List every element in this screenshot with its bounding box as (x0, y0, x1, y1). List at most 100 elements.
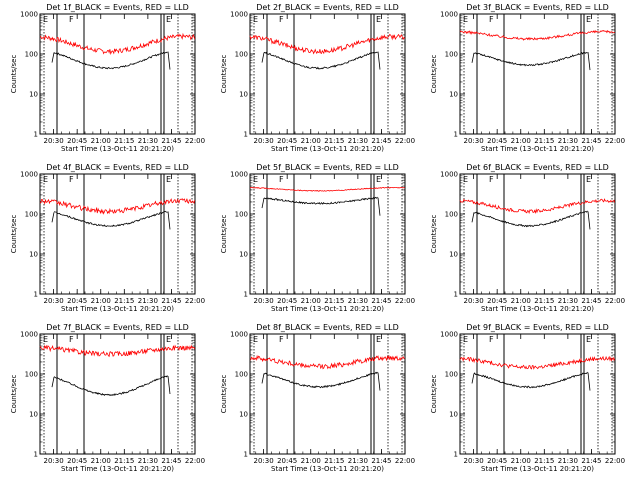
y-tick-label: 100 (445, 371, 458, 379)
plot-frame (39, 13, 196, 135)
y-axis-label: Counts/sec (430, 55, 438, 94)
events-end-tail (167, 51, 171, 70)
panel-title: Det 2f_BLACK = Events, RED = LLD (256, 3, 399, 12)
events-series-line (473, 52, 588, 67)
x-tick-label: 21:15 (534, 137, 554, 145)
events-series-line (263, 371, 378, 389)
x-tick-label: 21:00 (301, 297, 321, 305)
events-end-tail (587, 52, 591, 71)
events-series-line (53, 210, 168, 228)
lld-series-line (249, 33, 406, 55)
x-tick-label: 21:45 (371, 297, 391, 305)
events-series-line (473, 371, 588, 389)
x-tick-label: 21:15 (324, 297, 344, 305)
events-end-tail (167, 211, 171, 230)
y-tick-label: 1000 (230, 331, 248, 339)
lld-series-line (459, 198, 616, 215)
x-tick-label: 21:30 (348, 297, 368, 305)
y-tick-label: 100 (25, 211, 38, 219)
x-axis-label: Start Time (13-Oct-11 20:21:20) (481, 145, 594, 153)
panel-title: Det 4f_BLACK = Events, RED = LLD (46, 163, 189, 172)
marker-label: E (43, 175, 48, 184)
panel-title: Det 1f_BLACK = Events, RED = LLD (46, 3, 189, 12)
y-axis-label: Counts/sec (10, 55, 18, 94)
marker-label: E (166, 15, 171, 24)
y-tick-label: 10 (239, 91, 248, 99)
x-axis-label: Start Time (13-Oct-11 20:21:20) (481, 305, 594, 313)
x-tick-label: 21:45 (371, 137, 391, 145)
x-axis-label: Start Time (13-Oct-11 20:21:20) (61, 145, 174, 153)
panel-7: Det 7f_BLACK = Events, RED = LLD 1 10 100 10… (10, 323, 205, 473)
x-tick-label: 20:30 (44, 297, 64, 305)
y-axis-label: Counts/sec (10, 375, 18, 414)
y-tick-label: 10 (239, 411, 248, 419)
x-tick-label: 20:30 (464, 457, 484, 465)
y-tick-label: 1 (34, 451, 38, 459)
lld-series-line (249, 354, 405, 370)
events-end-tail (377, 372, 381, 391)
panel-title: Det 5f_BLACK = Events, RED = LLD (256, 163, 399, 172)
x-tick-label: 21:45 (161, 137, 181, 145)
y-tick-label: 10 (29, 411, 38, 419)
events-start-tail (51, 212, 55, 223)
y-tick-label: 100 (235, 371, 248, 379)
y-axis-label: Counts/sec (10, 215, 18, 254)
events-start-tail (51, 377, 55, 388)
marker-label: E (376, 175, 381, 184)
marker-label: E (43, 335, 48, 344)
x-tick-label: 20:30 (44, 137, 64, 145)
events-start-tail (471, 373, 475, 384)
events-series-line (263, 196, 378, 205)
x-tick-label: 21:30 (138, 137, 158, 145)
x-axis-label: Start Time (13-Oct-11 20:21:20) (481, 465, 594, 473)
marker-label: E (166, 175, 171, 184)
x-tick-label: 22:00 (395, 297, 415, 305)
panel-1: Det 1f_BLACK = Events, RED = LLD 1 10 100 10… (10, 3, 205, 153)
panel-title: Det 6f_BLACK = Events, RED = LLD (466, 163, 609, 172)
y-tick-label: 1000 (440, 11, 458, 19)
x-tick-label: 21:15 (114, 457, 134, 465)
x-tick-label: 21:15 (114, 137, 134, 145)
events-series-line (473, 210, 588, 228)
x-tick-label: 21:30 (348, 137, 368, 145)
y-tick-label: 1 (34, 291, 38, 299)
marker-label: F (489, 175, 494, 184)
marker-label: F (489, 15, 494, 24)
plot-frame (459, 13, 616, 135)
marker-label: E (586, 335, 591, 344)
y-tick-label: 10 (449, 411, 458, 419)
x-tick-label: 21:15 (114, 297, 134, 305)
panel-9: Det 9f_BLACK = Events, RED = LLD 1 10 100 10… (430, 323, 625, 473)
panel-3: Det 3f_BLACK = Events, RED = LLD 1 10 100 10… (430, 3, 625, 153)
x-tick-label: 21:30 (558, 297, 578, 305)
panel-title: Det 3f_BLACK = Events, RED = LLD (466, 3, 609, 12)
marker-label: E (376, 15, 381, 24)
events-end-tail (377, 51, 381, 70)
plot-frame (459, 333, 616, 455)
plot-frame (39, 173, 196, 295)
events-start-tail (51, 52, 55, 63)
x-tick-label: 21:45 (371, 457, 391, 465)
lld-series-line (459, 355, 616, 370)
events-start-tail (261, 373, 265, 384)
x-tick-label: 21:30 (348, 457, 368, 465)
marker-label: E (43, 15, 48, 24)
y-tick-label: 100 (25, 371, 38, 379)
lld-series-line (249, 186, 405, 192)
lld-series-line (39, 32, 196, 56)
plot-frame (459, 173, 616, 295)
y-tick-label: 1000 (20, 11, 38, 19)
marker-label: E (166, 335, 171, 344)
y-tick-label: 100 (235, 51, 248, 59)
x-tick-label: 20:30 (44, 457, 64, 465)
y-tick-label: 1 (34, 131, 38, 139)
marker-label: E (253, 175, 258, 184)
marker-label: E (586, 175, 591, 184)
x-tick-label: 20:30 (464, 297, 484, 305)
x-tick-label: 20:30 (464, 137, 484, 145)
x-tick-label: 21:15 (534, 297, 554, 305)
panel-6: Det 6f_BLACK = Events, RED = LLD 1 10 100 10… (430, 163, 625, 313)
x-tick-label: 21:00 (511, 137, 531, 145)
x-tick-label: 22:00 (395, 457, 415, 465)
